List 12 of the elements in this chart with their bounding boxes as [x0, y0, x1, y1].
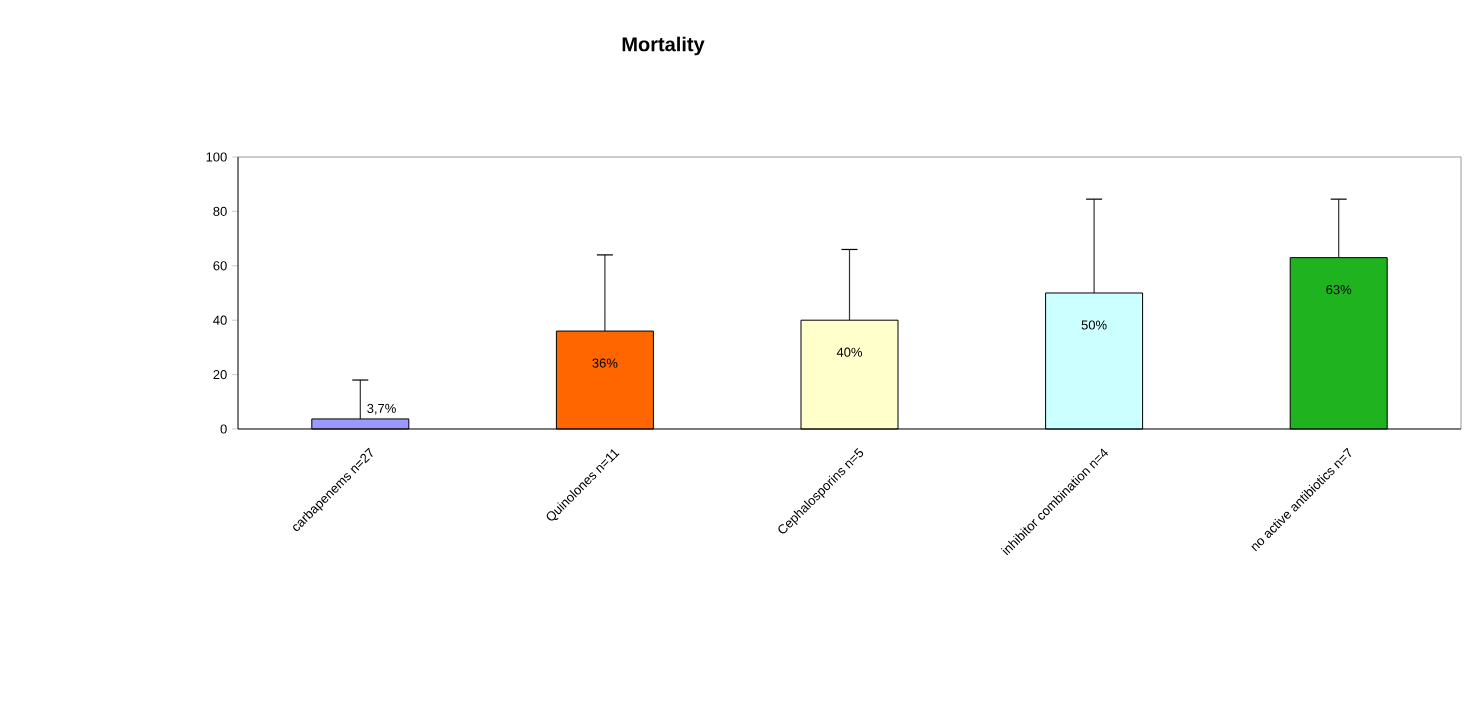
data-label: 50%: [1081, 320, 1107, 330]
y-tick-label: 80: [213, 206, 227, 216]
y-tick-label: 0: [220, 424, 227, 434]
chart-title: Mortality: [622, 36, 705, 56]
data-label: 36%: [592, 358, 618, 368]
data-label: 63%: [1326, 285, 1352, 295]
y-tick-label: 40: [213, 315, 227, 325]
y-tick-label: 20: [213, 370, 227, 380]
data-label: 3,7%: [367, 403, 396, 415]
data-label: 40%: [836, 347, 863, 357]
y-tick-label: 60: [213, 261, 227, 271]
y-tick-label: 100: [206, 152, 227, 162]
